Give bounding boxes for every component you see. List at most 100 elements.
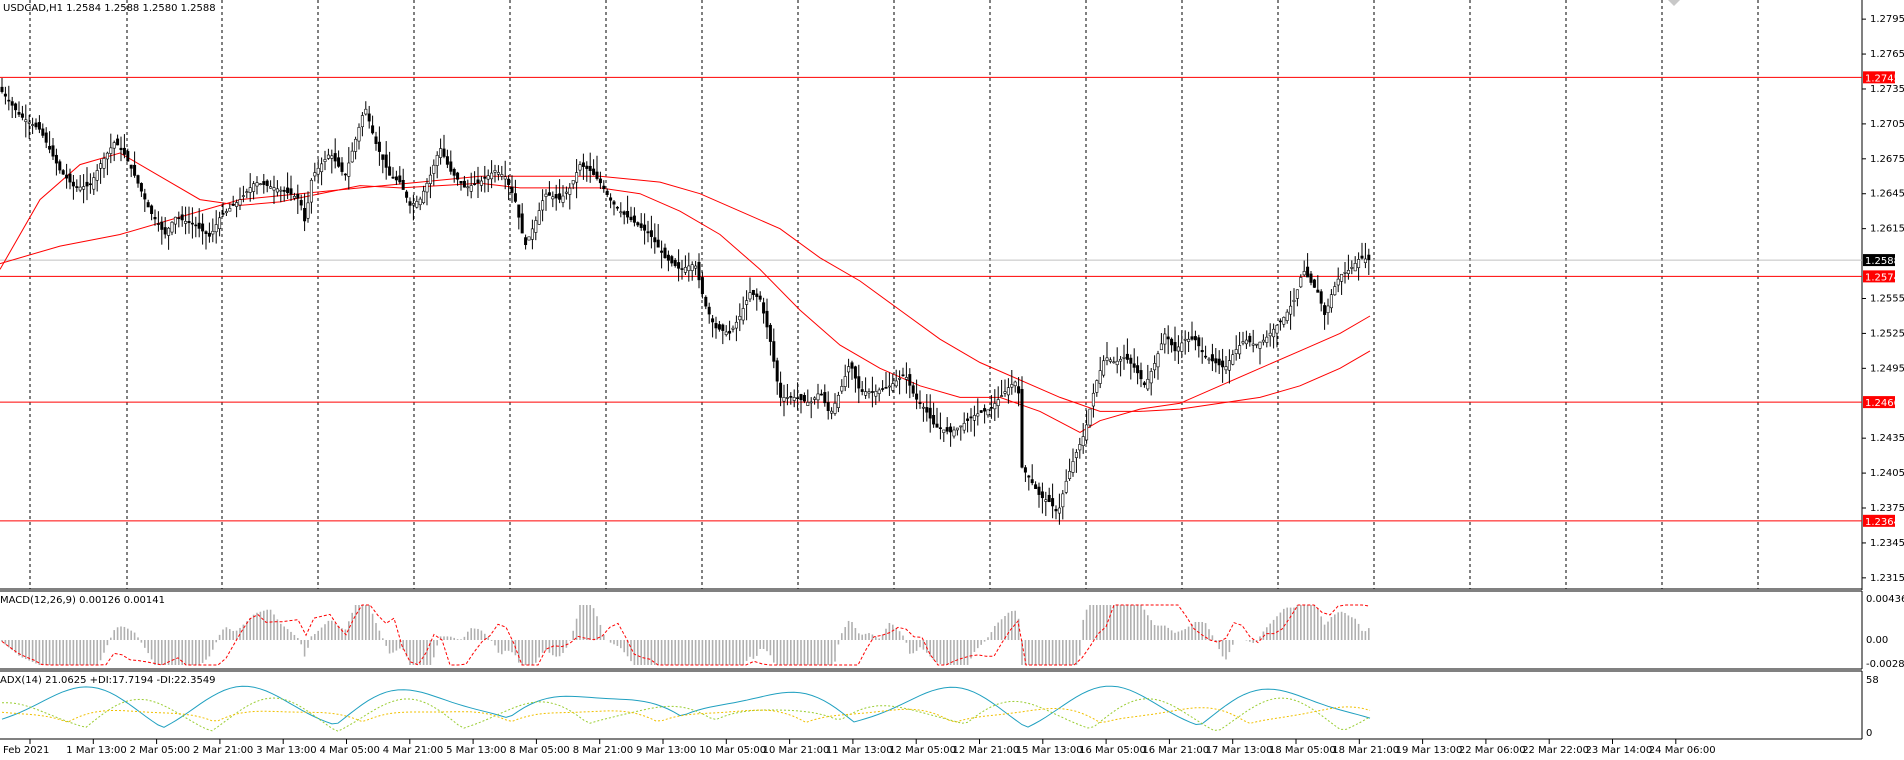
- candle-body: [425, 182, 429, 193]
- candle-body: [690, 264, 694, 271]
- candle-body: [1258, 341, 1262, 349]
- candle-body: [656, 239, 660, 248]
- candle-body: [653, 237, 657, 243]
- candle-body: [231, 203, 235, 206]
- candle-body: [71, 181, 75, 187]
- candle-body: [1170, 338, 1174, 346]
- candle-body: [595, 171, 599, 179]
- candle-body: [507, 178, 511, 185]
- candle-body: [333, 153, 337, 162]
- candle-body: [745, 300, 749, 305]
- candle-body: [1326, 305, 1330, 314]
- candle-body: [989, 407, 993, 409]
- chart-shift-icon[interactable]: [1668, 0, 1680, 6]
- candle-body: [554, 194, 558, 199]
- candle-body: [986, 409, 990, 416]
- candle-body: [1234, 349, 1238, 354]
- candle-body: [337, 157, 341, 167]
- candle-body: [190, 222, 194, 225]
- level-label: 1.2745: [1865, 73, 1900, 84]
- candle-body: [660, 250, 664, 253]
- candle-body: [1244, 339, 1248, 345]
- candle-body: [649, 230, 653, 237]
- candle-body: [1278, 320, 1282, 323]
- macd-indicator: 0.00436 0.00 -0.00287: [1, 594, 1904, 670]
- candle-body: [1159, 343, 1163, 351]
- candle-body: [1057, 507, 1061, 514]
- candle-body: [1034, 484, 1038, 489]
- candle-body: [34, 122, 38, 128]
- candle-body: [228, 208, 232, 212]
- candle-body: [969, 416, 973, 419]
- candle-body: [1360, 255, 1364, 259]
- candle-body: [119, 147, 123, 151]
- candle-body: [272, 187, 276, 191]
- candle-body: [31, 124, 35, 126]
- candle-body: [976, 413, 980, 417]
- candle-body: [1105, 357, 1109, 361]
- candle-body: [615, 206, 619, 209]
- candle-body: [1183, 338, 1187, 341]
- candle-body: [864, 391, 868, 396]
- time-tick-label: 17 Mar 13:00: [1206, 745, 1273, 756]
- candle-body: [1017, 386, 1021, 394]
- candle-body: [955, 427, 959, 431]
- candle-body: [75, 186, 79, 188]
- candle-body: [687, 265, 691, 272]
- candle-body: [802, 395, 806, 402]
- candle-body: [894, 380, 898, 387]
- candle-body: [609, 197, 613, 201]
- candle-body: [255, 182, 259, 187]
- candle-body: [588, 165, 592, 171]
- candle-body: [44, 132, 48, 143]
- candle-body: [840, 386, 844, 392]
- candle-body: [823, 392, 827, 404]
- price-tick-label: 1.2405: [1870, 468, 1904, 479]
- candle-body: [904, 377, 908, 380]
- candle-body: [500, 174, 504, 177]
- candle-body: [1163, 333, 1167, 345]
- candle-body: [1023, 467, 1027, 473]
- price-tick-label: 1.2375: [1870, 503, 1904, 514]
- candle-body: [347, 162, 351, 177]
- candle-body: [1095, 380, 1099, 393]
- candle-body: [877, 389, 881, 394]
- candle-body: [901, 374, 905, 377]
- candle-body: [1156, 353, 1160, 368]
- candle-body: [1323, 305, 1327, 315]
- candle-body: [214, 224, 218, 233]
- candle-body: [541, 200, 545, 211]
- candle-body: [1153, 363, 1157, 371]
- candle-body: [442, 148, 446, 157]
- time-tick-label: 3 Mar 13:00: [256, 745, 316, 756]
- candle-body: [517, 204, 521, 218]
- candle-body: [1299, 277, 1303, 288]
- candle-body: [143, 193, 147, 200]
- time-tick-label: 9 Mar 13:00: [636, 745, 696, 756]
- candle-body: [309, 179, 313, 203]
- candle-body: [1040, 491, 1044, 499]
- candle-body: [1078, 444, 1082, 451]
- candle-body: [1231, 354, 1235, 365]
- ma-slow-line: [0, 175, 1371, 412]
- candle-body: [1006, 387, 1010, 396]
- candle-body: [435, 155, 439, 166]
- candle-body: [1166, 336, 1170, 340]
- candle-body: [513, 193, 517, 202]
- adx-title: ADX(14) 21.0625 +DI:17.7194 -DI:22.3549: [0, 675, 216, 686]
- candle-body: [952, 429, 956, 437]
- candle-body: [1309, 273, 1313, 283]
- candle-body: [551, 196, 555, 200]
- candle-body: [1248, 335, 1252, 343]
- candle-body: [785, 397, 789, 399]
- candle-body: [160, 221, 164, 230]
- time-tick-label: 12 Mar 05:00: [889, 745, 956, 756]
- candle-body: [724, 331, 728, 335]
- candle-body: [275, 188, 279, 193]
- candle-body: [150, 205, 154, 214]
- macd-signal-line: [1, 604, 1371, 666]
- candle-body: [452, 168, 456, 176]
- candle-body: [663, 247, 667, 259]
- candle-body: [673, 259, 677, 266]
